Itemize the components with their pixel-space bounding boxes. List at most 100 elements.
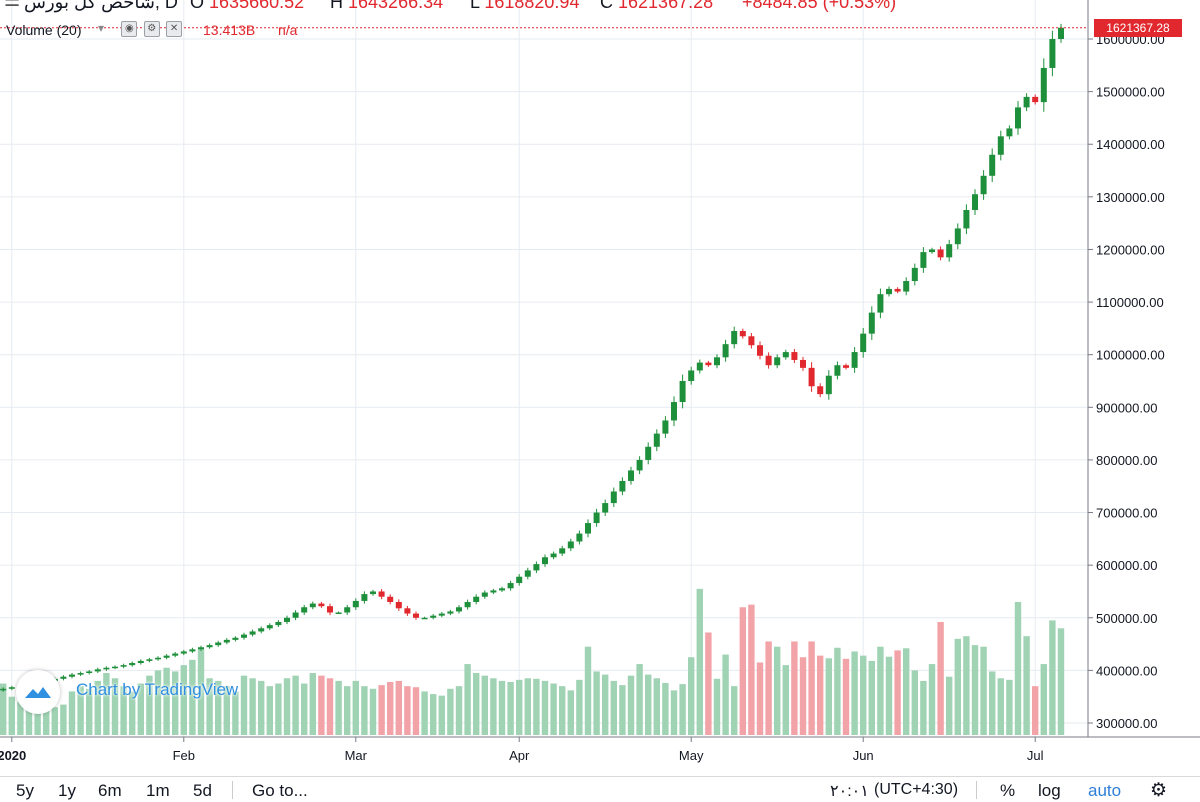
volume-bar xyxy=(240,675,248,735)
volume-value: 13.413B xyxy=(203,22,256,38)
candle xyxy=(275,621,282,626)
candle xyxy=(309,603,316,608)
volume-bar xyxy=(51,707,58,735)
candle xyxy=(894,288,901,292)
volume-bar xyxy=(215,680,222,735)
change-value: +8484.85 (+0.53%) xyxy=(742,0,897,12)
volume-bar xyxy=(17,701,24,735)
candle xyxy=(550,553,557,558)
volume-bar xyxy=(550,683,557,735)
volume-toolbar: ▾ ◉ ⚙ ✕ xyxy=(98,21,185,37)
clock-time: ۲۰:۰۱ xyxy=(830,783,869,800)
volume-bar xyxy=(154,670,162,735)
candle xyxy=(335,612,342,615)
candle xyxy=(602,503,609,513)
volume-bar xyxy=(989,671,996,735)
y-tick-label: 1000000.00 xyxy=(1096,348,1165,363)
candle xyxy=(765,355,772,366)
range-5y[interactable]: 5y xyxy=(16,781,34,800)
volume-bar xyxy=(25,694,33,735)
candle xyxy=(714,357,720,366)
volume-bar xyxy=(971,645,979,735)
range-5d[interactable]: 5d xyxy=(193,781,212,800)
volume-bar xyxy=(481,675,488,735)
candle xyxy=(241,634,247,638)
range-6m[interactable]: 6m xyxy=(98,781,122,800)
range-1m[interactable]: 1m xyxy=(146,781,170,800)
candle xyxy=(172,653,179,656)
candle xyxy=(1015,107,1021,129)
volume-bar xyxy=(670,690,678,735)
volume-bar xyxy=(146,675,153,735)
candle xyxy=(292,612,299,618)
dropdown-icon[interactable]: ▾ xyxy=(98,21,105,36)
range-1y[interactable]: 1y xyxy=(58,781,76,800)
price-chart[interactable]: 300000.00 400000.00 500000.00 600000.00 7000… xyxy=(0,0,1200,776)
volume-bar xyxy=(387,681,394,735)
candle xyxy=(94,669,101,672)
y-tick-label: 1100000.00 xyxy=(1096,295,1164,310)
volume-bar xyxy=(825,658,832,735)
volume-bar xyxy=(774,646,781,735)
candle xyxy=(739,331,746,337)
volume-bar xyxy=(662,683,669,735)
auto-toggle[interactable]: auto xyxy=(1088,781,1122,800)
volume-bar xyxy=(868,660,875,735)
candle xyxy=(567,541,574,549)
volume-bar xyxy=(1023,636,1030,735)
y-tick-label: 1300000.00 xyxy=(1096,190,1165,205)
candle xyxy=(860,333,867,353)
candle xyxy=(223,639,230,643)
candle xyxy=(413,613,419,618)
volume-bar xyxy=(602,674,609,735)
bottom-toolbar: 5y 1y 6m 1m 5d Go to... ۲۰:۰۱ (UTC+4:30)… xyxy=(0,776,1200,801)
volume-bar xyxy=(421,691,428,735)
volume-bar xyxy=(756,662,764,735)
volume-bar xyxy=(163,667,170,735)
volume-bar xyxy=(1040,664,1047,735)
volume-bar xyxy=(249,678,256,735)
candle xyxy=(963,210,970,229)
log-toggle[interactable]: log xyxy=(1038,781,1061,800)
volume-bar xyxy=(782,665,789,735)
goto-button[interactable]: Go to... xyxy=(252,781,308,800)
candle xyxy=(524,570,531,577)
candle xyxy=(972,194,978,210)
volume-bar xyxy=(335,680,342,735)
volume-bar xyxy=(1014,601,1022,735)
volume-bar xyxy=(860,655,867,735)
candle xyxy=(447,611,454,614)
candle xyxy=(155,657,161,660)
volume-bar xyxy=(980,646,987,735)
volume-bar xyxy=(739,607,746,735)
eye-icon[interactable]: ◉ xyxy=(121,21,138,37)
candle xyxy=(1032,96,1039,103)
volume-bar xyxy=(507,681,514,735)
volume-bar xyxy=(301,683,308,735)
volume-bar xyxy=(963,636,970,735)
y-tick-label: 1200000.00 xyxy=(1096,242,1165,257)
symbol-title[interactable]: شاخص کل بورس, D xyxy=(24,0,178,12)
volume-bar xyxy=(430,694,437,735)
menu-icon[interactable]: ☰ xyxy=(4,0,21,10)
volume-bar xyxy=(567,690,574,735)
settings-icon[interactable]: ⚙ xyxy=(143,21,160,37)
candle xyxy=(662,420,669,434)
candle xyxy=(937,249,944,258)
last-price-value: 1621367.28 xyxy=(1106,21,1170,35)
volume-bar xyxy=(791,641,798,735)
percent-toggle[interactable]: % xyxy=(1000,781,1016,800)
candle xyxy=(60,676,67,679)
y-tick-label: 1500000.00 xyxy=(1096,85,1165,100)
y-tick-label: 800000.00 xyxy=(1096,453,1157,468)
volume-bar xyxy=(576,679,583,735)
volume-bar xyxy=(541,680,549,735)
close-icon[interactable]: ✕ xyxy=(166,21,183,37)
candle xyxy=(843,365,849,368)
candle xyxy=(903,281,910,292)
divider xyxy=(976,781,977,799)
candle xyxy=(911,267,918,282)
volume-bar xyxy=(653,678,660,735)
timezone-button[interactable]: (UTC+4:30) xyxy=(874,781,959,798)
settings-gear-icon[interactable]: ⚙ xyxy=(1150,780,1168,801)
